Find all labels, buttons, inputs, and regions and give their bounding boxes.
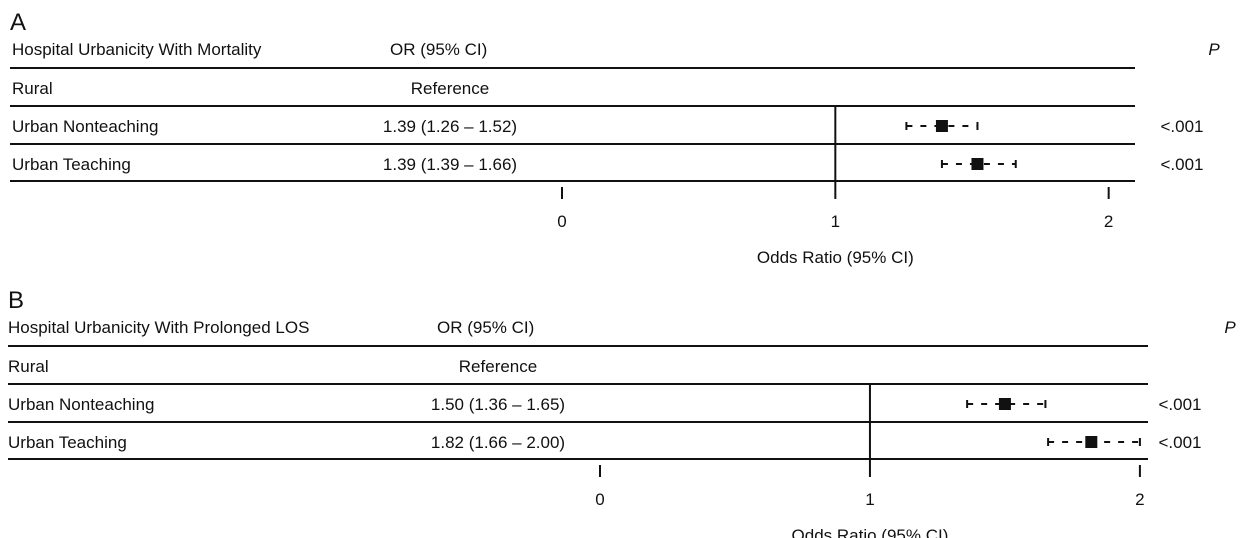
axis-label: Odds Ratio (95% CI) <box>792 526 949 538</box>
row-or-ci: 1.39 (1.39 – 1.66) <box>383 155 517 174</box>
row-p-value: <.001 <box>1160 155 1203 174</box>
axis-tick-label: 0 <box>557 212 566 231</box>
row-or-ci: 1.50 (1.36 – 1.65) <box>431 395 565 414</box>
row-label: Urban Teaching <box>8 433 127 452</box>
row-label: Urban Nonteaching <box>8 395 154 414</box>
axis-tick-label: 2 <box>1104 212 1113 231</box>
row-or-ci: Reference <box>411 79 489 98</box>
row-label: Urban Teaching <box>12 155 131 174</box>
panel-label: A <box>10 9 26 36</box>
point-estimate-square <box>971 158 984 170</box>
row-label: Urban Nonteaching <box>12 117 158 136</box>
axis-tick-label: 0 <box>595 490 604 509</box>
row-p-value: <.001 <box>1158 433 1201 452</box>
axis-tick-label: 1 <box>865 490 874 509</box>
row-or-ci: 1.82 (1.66 – 2.00) <box>431 433 565 452</box>
axis-tick-label: 1 <box>831 212 840 231</box>
point-estimate-square <box>1085 436 1098 448</box>
row-p-value: <.001 <box>1160 117 1203 136</box>
row-or-ci: Reference <box>459 357 537 376</box>
forest-panel-a: A Hospital Urbanicity With Mortality OR (9… <box>10 9 1220 267</box>
column-header-p: P <box>1208 40 1220 59</box>
point-estimate-square <box>998 398 1011 410</box>
point-estimate-square <box>935 120 948 132</box>
column-header-or: OR (95% CI) <box>390 40 487 59</box>
column-header-p: P <box>1224 318 1236 337</box>
row-label: Rural <box>8 357 49 376</box>
column-header-group: Hospital Urbanicity With Prolonged LOS <box>8 318 309 337</box>
forest-panel-b: B Hospital Urbanicity With Prolonged LOS O… <box>8 287 1236 538</box>
row-label: Rural <box>12 79 53 98</box>
column-header-group: Hospital Urbanicity With Mortality <box>12 40 262 59</box>
axis-tick-label: 2 <box>1135 490 1144 509</box>
axis-label: Odds Ratio (95% CI) <box>757 248 914 267</box>
column-header-or: OR (95% CI) <box>437 318 534 337</box>
row-or-ci: 1.39 (1.26 – 1.52) <box>383 117 517 136</box>
row-p-value: <.001 <box>1158 395 1201 414</box>
panel-label: B <box>8 287 24 314</box>
